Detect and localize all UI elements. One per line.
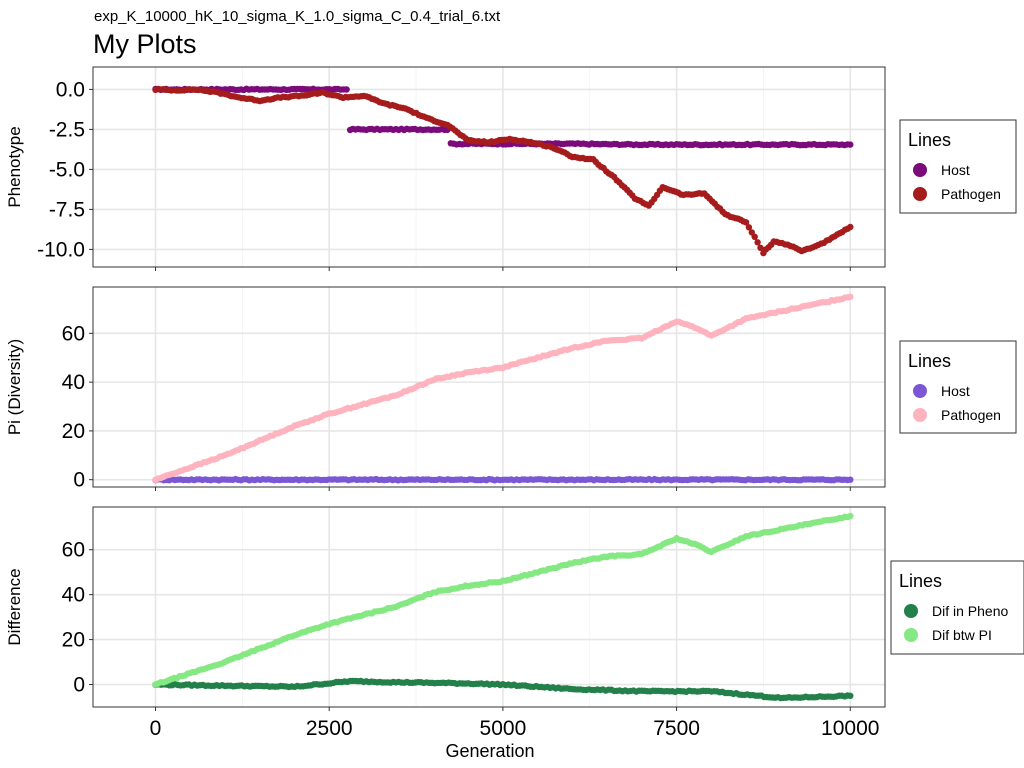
y-tick-label: 0 (73, 674, 85, 697)
legend-label: Dif in Pheno (932, 603, 1008, 619)
panel-3: 0 20 40 60 0 2500 5000 7500 10000 Difference Lines… (5, 506, 1024, 740)
figure-subtitle: exp_K_10000_hK_10_sigma_K_1.0_sigma_C_0.… (94, 8, 501, 25)
x-tick-label: 2500 (306, 717, 353, 740)
x-tick-label: 0 (150, 717, 162, 740)
legend-key (913, 187, 927, 201)
legend-title: Lines (908, 130, 951, 150)
legend-label: Host (941, 162, 970, 178)
data-point (757, 244, 764, 251)
legend-key (904, 604, 918, 618)
series-host (152, 475, 854, 484)
panel-border (92, 286, 886, 488)
data-point (754, 239, 761, 246)
legend-label: Host (941, 383, 970, 399)
series-dif-in-pheno (152, 677, 854, 702)
y-tick-label: 20 (62, 420, 85, 443)
series-dif-btw-pi (152, 512, 854, 688)
figure-title: My Plots (93, 29, 197, 59)
data-point (751, 233, 758, 240)
panel-2: 0 20 40 60 Pi (Diversity) Lines Host Pathogen (5, 286, 1017, 492)
y-tick-label: 40 (62, 371, 85, 394)
y-tick-label: -10.0 (37, 238, 85, 261)
y-tick-label: 20 (62, 629, 85, 652)
gridlines (93, 67, 885, 267)
legend-label: Pathogen (941, 407, 1001, 423)
data-point (745, 224, 753, 231)
data-point (847, 512, 854, 520)
legend-label: Dif btw PI (932, 627, 992, 643)
legend-key (904, 628, 918, 642)
legend-label: Pathogen (941, 186, 1001, 202)
data-point (847, 476, 854, 483)
legend-key (913, 163, 927, 177)
legend: Lines Dif in Pheno Dif btw PI (890, 560, 1024, 655)
x-axis-label: Generation (445, 741, 534, 761)
x-tick-label: 10000 (821, 717, 879, 740)
data-point (847, 692, 854, 699)
series-pathogen (152, 86, 854, 257)
data-point (847, 141, 854, 148)
series-pathogen (152, 293, 854, 483)
panel-border (92, 66, 886, 268)
y-tick-label: -5.0 (49, 158, 85, 181)
y-tick-label: -2.5 (49, 118, 85, 141)
y-tick-label: 60 (62, 322, 85, 345)
data-point (742, 219, 750, 226)
panel-1: 0.0 -2.5 -5.0 -7.5 -10.0 Phenotype Lines Host Pa… (5, 66, 1017, 271)
data-point (343, 86, 350, 93)
x-tick-label: 7500 (653, 717, 700, 740)
gridlines (93, 507, 885, 707)
y-tick-label: 0.0 (56, 78, 85, 101)
data-point (847, 223, 854, 231)
y-axis-label: Pi (Diversity) (5, 339, 24, 435)
legend-key (913, 384, 927, 398)
data-point (847, 293, 854, 300)
legend-title: Lines (899, 571, 942, 591)
x-tick-label: 5000 (480, 717, 527, 740)
legend-title: Lines (908, 351, 951, 371)
y-axis-label: Difference (5, 568, 24, 645)
y-tick-label: -7.5 (49, 198, 85, 221)
y-tick-label: 40 (62, 584, 85, 607)
legend: Lines Host Pathogen (899, 119, 1017, 214)
y-tick-label: 0 (73, 469, 85, 492)
panel-border (92, 506, 886, 708)
y-tick-label: 60 (62, 539, 85, 562)
legend-key (913, 408, 927, 422)
panels: 0.0 -2.5 -5.0 -7.5 -10.0 Phenotype Lines Host Pa… (5, 66, 1024, 740)
legend: Lines Host Pathogen (899, 340, 1017, 434)
y-axis-label: Phenotype (5, 126, 24, 207)
